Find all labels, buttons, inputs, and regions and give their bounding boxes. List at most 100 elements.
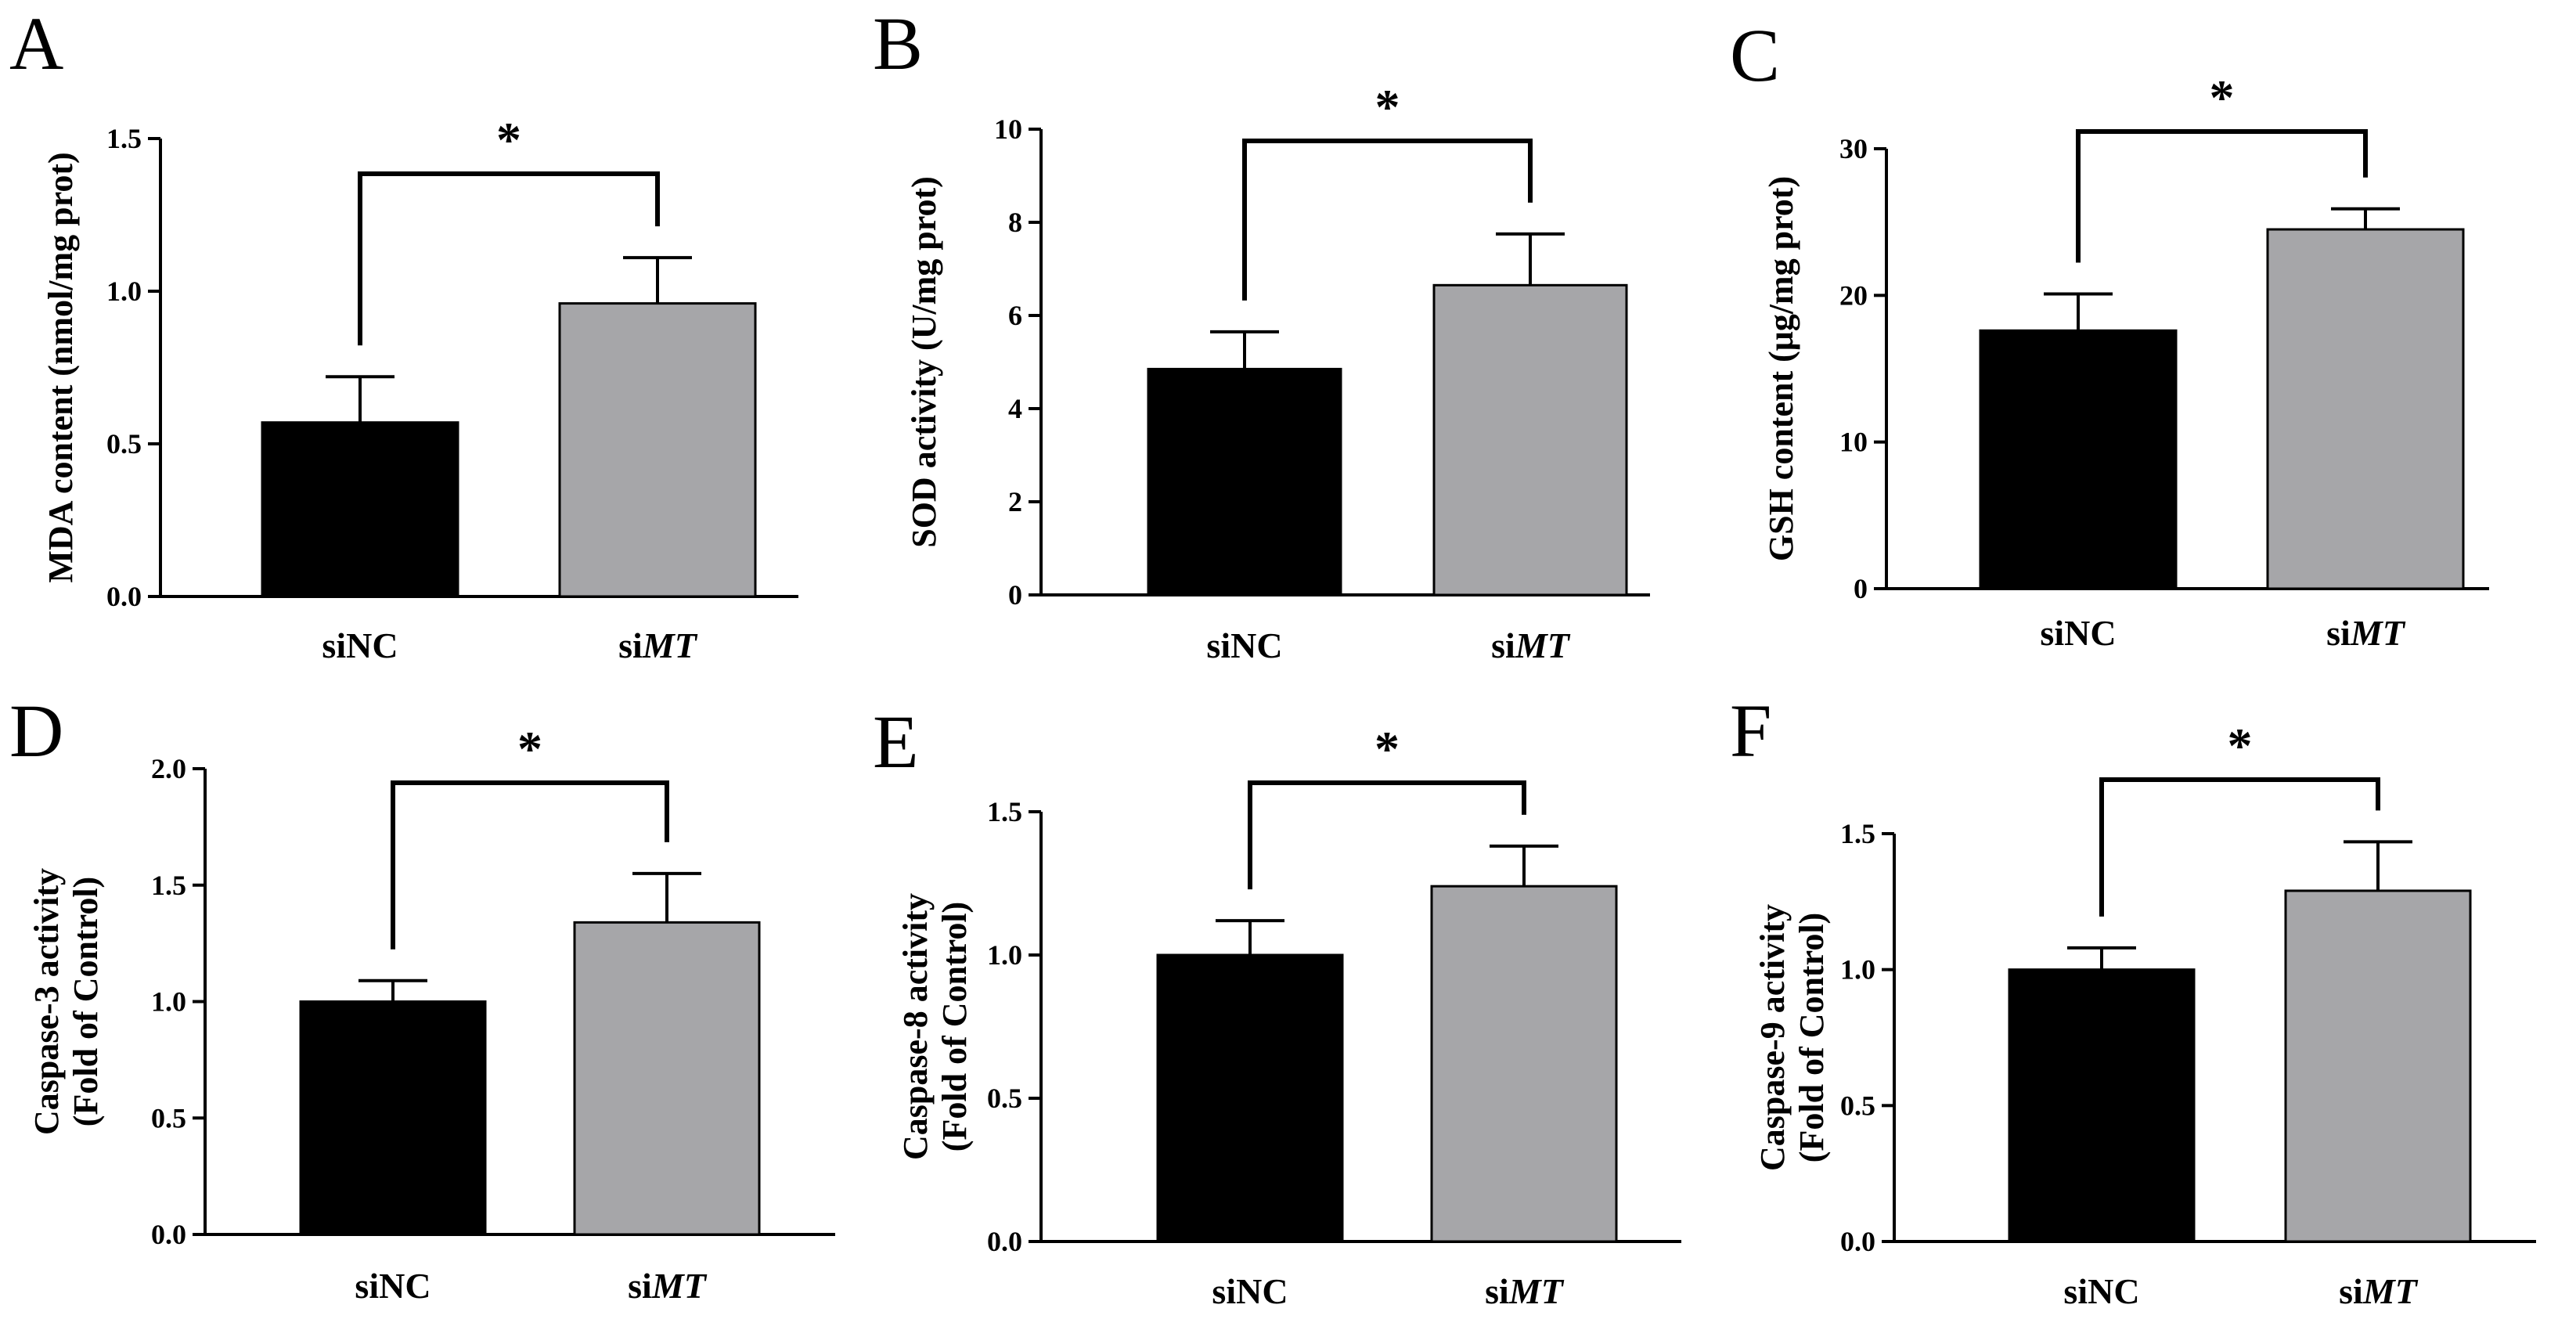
y-tick-label: 0.0 — [106, 581, 142, 612]
significance-bracket — [2099, 777, 2380, 917]
bar-sinc — [1979, 329, 2178, 590]
y-tick-label: 30 — [1839, 133, 1868, 164]
bar-simt — [1432, 283, 1628, 596]
y-tick-label: 0.5 — [1840, 1090, 1875, 1121]
y-tick-label: 0.5 — [106, 428, 142, 459]
category-name: MT — [1508, 1271, 1565, 1311]
x-category-label: siNC — [2063, 1271, 2139, 1311]
x-category-label: siNC — [1212, 1271, 1288, 1311]
y-tick-label: 1.5 — [987, 796, 1022, 827]
bar-simt — [2284, 889, 2472, 1243]
y-axis-label-line: (Fold of Control) — [935, 902, 974, 1151]
y-axis-label-line: SOD activity (U/mg prot) — [905, 176, 943, 548]
panel-letter: C — [1730, 13, 1780, 97]
y-tick-label: 1.5 — [1840, 818, 1875, 849]
category-name: NC — [2088, 1271, 2139, 1311]
significance-bracket — [358, 171, 660, 346]
chart-panel-d: D 0.0 0.5 1.0 1.5 2.0 Caspase-3 activity(Fold … — [9, 689, 835, 1306]
category-prefix: si — [355, 1266, 379, 1306]
y-axis-label-line: GSH content (μg/mg prot) — [1762, 176, 1800, 561]
panel-letter: A — [9, 2, 63, 85]
y-axis-label: MDA content (nmol/mg prot) — [41, 152, 80, 582]
category-prefix: si — [322, 625, 346, 665]
y-tick-label: 0 — [1854, 573, 1868, 604]
category-prefix: si — [2063, 1271, 2088, 1311]
y-axis-label: GSH content (μg/mg prot) — [1762, 176, 1800, 561]
category-prefix: si — [1206, 625, 1230, 665]
y-tick-label: 2.0 — [151, 753, 186, 784]
x-category-label: siMT — [2339, 1271, 2419, 1311]
category-prefix: si — [2326, 613, 2351, 653]
category-prefix: si — [2040, 613, 2064, 653]
y-tick-label: 1.0 — [1840, 954, 1875, 986]
bar-simt — [1430, 885, 1618, 1243]
x-category-label: siMT — [1491, 625, 1571, 665]
x-category-label: siMT — [618, 625, 698, 665]
x-category-label: siNC — [1206, 625, 1282, 665]
category-name: MT — [2350, 613, 2406, 653]
y-tick-label: 1.0 — [987, 939, 1022, 971]
x-category-label: siMT — [628, 1266, 708, 1306]
bar-sinc — [261, 421, 459, 598]
chart-panel-a: A 0.0 0.5 1.0 1.5 MDA content (nmol/mg prot) s… — [9, 2, 798, 665]
x-category-label: siMT — [2326, 613, 2406, 653]
y-tick-label: 1.0 — [106, 276, 142, 307]
y-axis-label: Caspase-9 activity(Fold of Control) — [1753, 904, 1831, 1171]
x-category-label: siNC — [2040, 613, 2116, 653]
y-tick-label: 10 — [1839, 427, 1868, 458]
bar-sinc — [2008, 968, 2196, 1243]
category-prefix: si — [618, 625, 643, 665]
x-category-label: siNC — [355, 1266, 431, 1306]
significance-star: * — [1374, 721, 1400, 777]
category-name: NC — [346, 625, 398, 665]
significance-bracket — [1242, 139, 1533, 301]
y-tick-label: 0.5 — [151, 1102, 186, 1133]
y-tick-label: 0 — [1008, 579, 1022, 611]
y-axis-label-line: (Fold of Control) — [67, 877, 105, 1126]
x-category-label: siNC — [322, 625, 398, 665]
y-tick-label: 1.0 — [151, 986, 186, 1018]
y-tick-label: 0.0 — [987, 1226, 1022, 1257]
chart-panel-e: E 0.0 0.5 1.0 1.5 Caspase-8 activity(Fold of … — [873, 700, 1681, 1311]
y-tick-label: 10 — [994, 114, 1022, 145]
category-name: MT — [1515, 625, 1571, 665]
y-tick-label: 2 — [1008, 486, 1022, 517]
y-tick-label: 6 — [1008, 300, 1022, 331]
y-axis-label-line: Caspase-9 activity — [1753, 904, 1792, 1171]
significance-star: * — [1375, 79, 1400, 135]
significance-star: * — [517, 721, 542, 777]
panel-letter: F — [1730, 689, 1771, 773]
category-name: NC — [1236, 1271, 1288, 1311]
y-axis-label-line: Caspase-3 activity — [27, 868, 66, 1135]
category-name: MT — [642, 625, 698, 665]
bar-sinc — [299, 1000, 487, 1236]
significance-star: * — [2210, 70, 2235, 125]
bar-sinc — [1147, 367, 1342, 596]
y-tick-label: 8 — [1008, 207, 1022, 238]
significance-bracket — [391, 780, 669, 950]
panel-letter: D — [9, 689, 63, 773]
bar-sinc — [1156, 953, 1344, 1243]
y-axis-label: Caspase-3 activity(Fold of Control) — [27, 868, 105, 1135]
chart-panel-f: F 0.0 0.5 1.0 1.5 Caspase-9 activity(Fold of … — [1730, 689, 2536, 1311]
y-tick-label: 4 — [1008, 393, 1022, 424]
category-prefix: si — [2339, 1271, 2363, 1311]
x-category-label: siMT — [1485, 1271, 1565, 1311]
category-name: NC — [2064, 613, 2116, 653]
category-prefix: si — [1491, 625, 1515, 665]
panel-letter: E — [873, 700, 919, 784]
y-axis-label: SOD activity (U/mg prot) — [905, 176, 943, 548]
category-prefix: si — [1485, 1271, 1509, 1311]
y-tick-label: 0.0 — [1840, 1226, 1875, 1257]
category-prefix: si — [628, 1266, 652, 1306]
y-tick-label: 1.5 — [151, 870, 186, 901]
y-tick-label: 0.0 — [151, 1219, 186, 1250]
y-tick-label: 1.5 — [106, 123, 142, 154]
significance-bracket — [2076, 129, 2368, 263]
panel-letter: B — [873, 2, 923, 85]
y-tick-label: 20 — [1839, 279, 1868, 311]
y-axis-label-line: MDA content (nmol/mg prot) — [41, 152, 80, 582]
bar-simt — [573, 921, 761, 1236]
